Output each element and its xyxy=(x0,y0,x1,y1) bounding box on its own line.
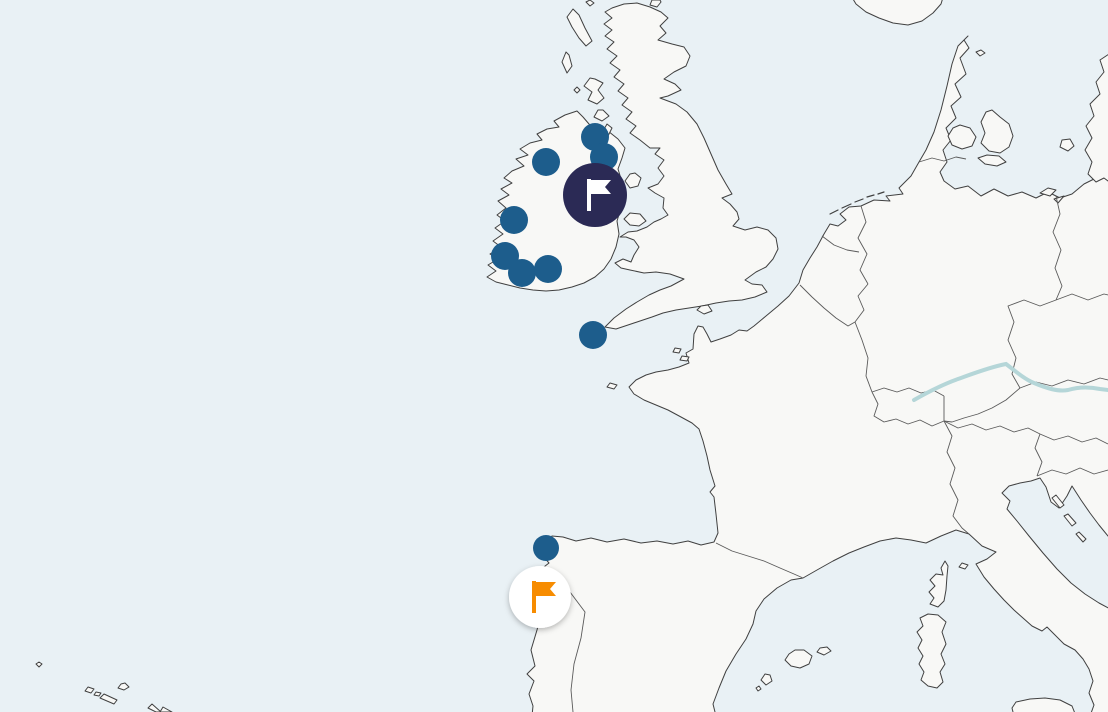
landmass-danish-islands xyxy=(947,49,1014,167)
country-border xyxy=(799,284,856,327)
landmass-adriatic-islands xyxy=(1051,494,1087,543)
landmass-continental-europe xyxy=(526,35,1108,712)
country-border xyxy=(943,420,1041,435)
landmass-british-islets xyxy=(623,172,713,315)
country-border xyxy=(1039,433,1108,445)
route-finish-marker[interactable] xyxy=(509,566,571,628)
landmass-sweden xyxy=(1084,54,1108,183)
country-border xyxy=(871,391,945,427)
markers-layer xyxy=(491,123,627,628)
route-finish-marker-circle[interactable] xyxy=(509,566,571,628)
waypoint-marker[interactable] xyxy=(533,535,559,561)
route-start-marker-circle[interactable] xyxy=(563,163,627,227)
country-border xyxy=(1055,293,1108,301)
country-border xyxy=(821,235,860,253)
flag-icon xyxy=(587,179,611,211)
country-border xyxy=(943,387,1021,423)
landmass-mediterranean-islands xyxy=(755,560,1075,712)
route-start-marker[interactable] xyxy=(563,163,627,227)
country-border xyxy=(715,542,804,579)
country-border xyxy=(1034,433,1043,477)
waypoint-marker[interactable] xyxy=(579,321,607,349)
landmass-azores xyxy=(35,661,173,712)
country-border xyxy=(854,321,873,393)
landmass-great-britain xyxy=(603,2,779,330)
country-border xyxy=(918,156,967,163)
country-border xyxy=(854,283,869,323)
waypoint-marker[interactable] xyxy=(500,206,528,234)
country-border xyxy=(943,420,970,535)
landmass-baltic-islands xyxy=(1039,138,1075,204)
waypoint-marker[interactable] xyxy=(491,242,519,270)
danube-river xyxy=(912,361,1108,402)
landmass-group xyxy=(35,0,1108,712)
country-border xyxy=(857,205,869,285)
waypoint-marker[interactable] xyxy=(508,259,536,287)
wadden-islands-dashes xyxy=(829,191,885,215)
country-border xyxy=(1052,195,1063,301)
waypoint-marker[interactable] xyxy=(534,255,562,283)
landmass-norway xyxy=(853,0,943,26)
flag-icon xyxy=(532,581,556,613)
waypoint-marker[interactable] xyxy=(532,148,560,176)
landmass-channel-islands xyxy=(606,347,690,390)
country-border xyxy=(1036,467,1108,477)
